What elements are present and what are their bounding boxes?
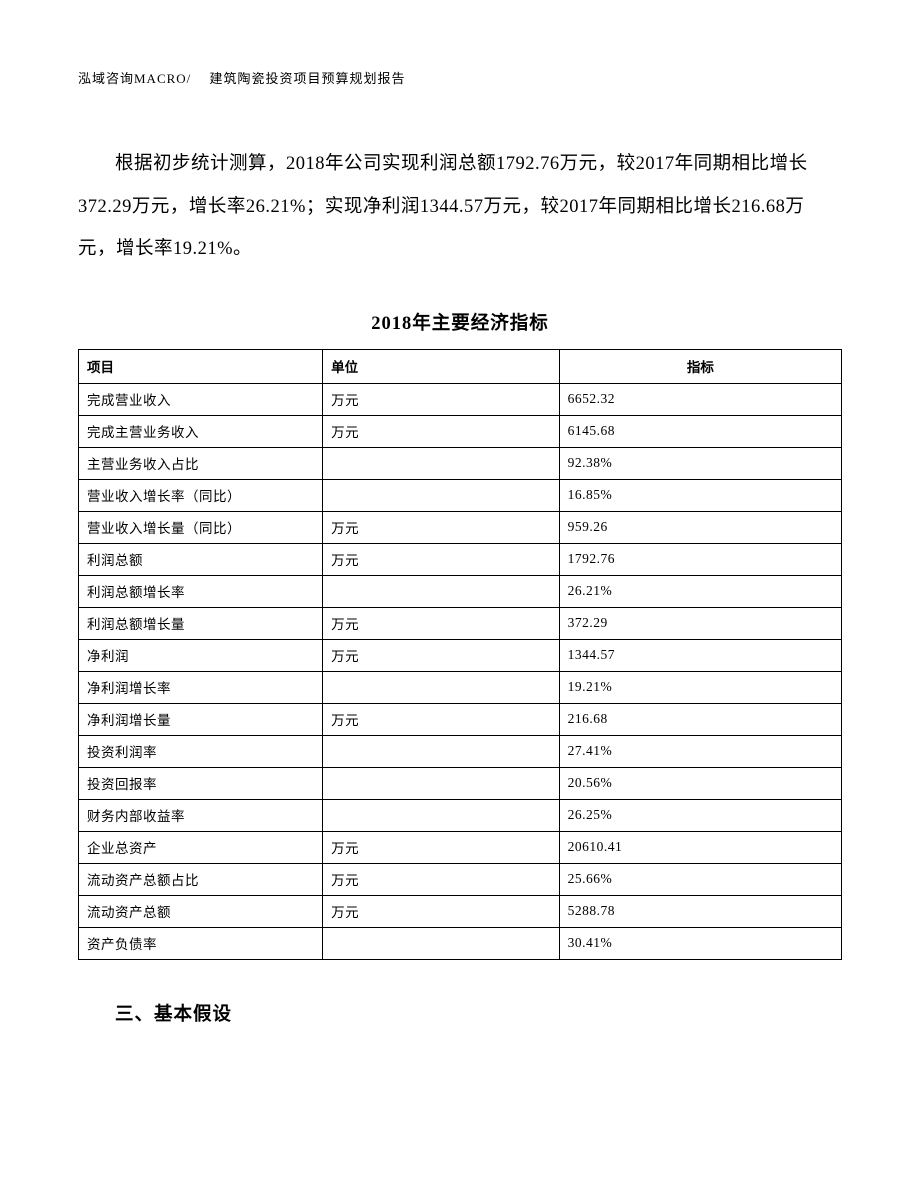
cell-unit: 万元 (323, 639, 560, 671)
cell-unit (323, 927, 560, 959)
cell-value: 16.85% (559, 479, 841, 511)
cell-unit (323, 447, 560, 479)
table-row: 企业总资产万元20610.41 (79, 831, 842, 863)
cell-unit: 万元 (323, 863, 560, 895)
indicators-table: 项目 单位 指标 完成营业收入万元6652.32完成主营业务收入万元6145.6… (78, 349, 842, 960)
cell-item: 流动资产总额占比 (79, 863, 323, 895)
cell-unit: 万元 (323, 511, 560, 543)
body-paragraph: 根据初步统计测算，2018年公司实现利润总额1792.76万元，较2017年同期… (78, 143, 842, 271)
cell-unit: 万元 (323, 543, 560, 575)
cell-value: 27.41% (559, 735, 841, 767)
cell-value: 26.21% (559, 575, 841, 607)
cell-item: 利润总额 (79, 543, 323, 575)
cell-unit: 万元 (323, 383, 560, 415)
cell-item: 净利润增长量 (79, 703, 323, 735)
cell-item: 企业总资产 (79, 831, 323, 863)
cell-unit (323, 575, 560, 607)
table-row: 利润总额增长量万元372.29 (79, 607, 842, 639)
table-title: 2018年主要经济指标 (78, 309, 842, 335)
table-row: 净利润增长率 19.21% (79, 671, 842, 703)
cell-value: 1792.76 (559, 543, 841, 575)
cell-unit: 万元 (323, 703, 560, 735)
table-row: 营业收入增长率（同比） 16.85% (79, 479, 842, 511)
cell-value: 6652.32 (559, 383, 841, 415)
cell-value: 25.66% (559, 863, 841, 895)
cell-unit (323, 479, 560, 511)
table-row: 净利润万元1344.57 (79, 639, 842, 671)
cell-value: 26.25% (559, 799, 841, 831)
cell-item: 营业收入增长率（同比） (79, 479, 323, 511)
cell-item: 财务内部收益率 (79, 799, 323, 831)
cell-unit (323, 767, 560, 799)
table-row: 投资利润率 27.41% (79, 735, 842, 767)
column-header-item: 项目 (79, 349, 323, 383)
table-header-row: 项目 单位 指标 (79, 349, 842, 383)
section-heading: 三、基本假设 (78, 1000, 842, 1026)
cell-value: 372.29 (559, 607, 841, 639)
cell-value: 20.56% (559, 767, 841, 799)
table-row: 完成主营业务收入万元6145.68 (79, 415, 842, 447)
cell-unit: 万元 (323, 895, 560, 927)
cell-item: 投资利润率 (79, 735, 323, 767)
cell-item: 营业收入增长量（同比） (79, 511, 323, 543)
cell-unit (323, 671, 560, 703)
cell-value: 216.68 (559, 703, 841, 735)
cell-item: 资产负债率 (79, 927, 323, 959)
cell-item: 利润总额增长量 (79, 607, 323, 639)
page-header: 泓域咨询MACRO/ 建筑陶瓷投资项目预算规划报告 (78, 68, 842, 87)
cell-item: 主营业务收入占比 (79, 447, 323, 479)
column-header-unit: 单位 (323, 349, 560, 383)
table-row: 利润总额增长率 26.21% (79, 575, 842, 607)
cell-value: 19.21% (559, 671, 841, 703)
cell-value: 30.41% (559, 927, 841, 959)
cell-value: 959.26 (559, 511, 841, 543)
cell-unit (323, 735, 560, 767)
table-row: 流动资产总额占比万元25.66% (79, 863, 842, 895)
cell-item: 投资回报率 (79, 767, 323, 799)
cell-item: 完成营业收入 (79, 383, 323, 415)
table-row: 净利润增长量万元216.68 (79, 703, 842, 735)
table-row: 主营业务收入占比 92.38% (79, 447, 842, 479)
table-row: 营业收入增长量（同比）万元959.26 (79, 511, 842, 543)
cell-unit: 万元 (323, 831, 560, 863)
cell-value: 20610.41 (559, 831, 841, 863)
cell-value: 5288.78 (559, 895, 841, 927)
table-row: 资产负债率 30.41% (79, 927, 842, 959)
table-row: 完成营业收入万元6652.32 (79, 383, 842, 415)
cell-item: 净利润增长率 (79, 671, 323, 703)
cell-unit (323, 799, 560, 831)
table-row: 利润总额万元1792.76 (79, 543, 842, 575)
cell-value: 6145.68 (559, 415, 841, 447)
cell-item: 流动资产总额 (79, 895, 323, 927)
column-header-value: 指标 (559, 349, 841, 383)
cell-item: 净利润 (79, 639, 323, 671)
cell-unit: 万元 (323, 607, 560, 639)
cell-value: 92.38% (559, 447, 841, 479)
table-row: 流动资产总额万元5288.78 (79, 895, 842, 927)
cell-value: 1344.57 (559, 639, 841, 671)
cell-item: 完成主营业务收入 (79, 415, 323, 447)
table-row: 投资回报率 20.56% (79, 767, 842, 799)
cell-item: 利润总额增长率 (79, 575, 323, 607)
table-row: 财务内部收益率 26.25% (79, 799, 842, 831)
table-body: 完成营业收入万元6652.32完成主营业务收入万元6145.68主营业务收入占比… (79, 383, 842, 959)
cell-unit: 万元 (323, 415, 560, 447)
